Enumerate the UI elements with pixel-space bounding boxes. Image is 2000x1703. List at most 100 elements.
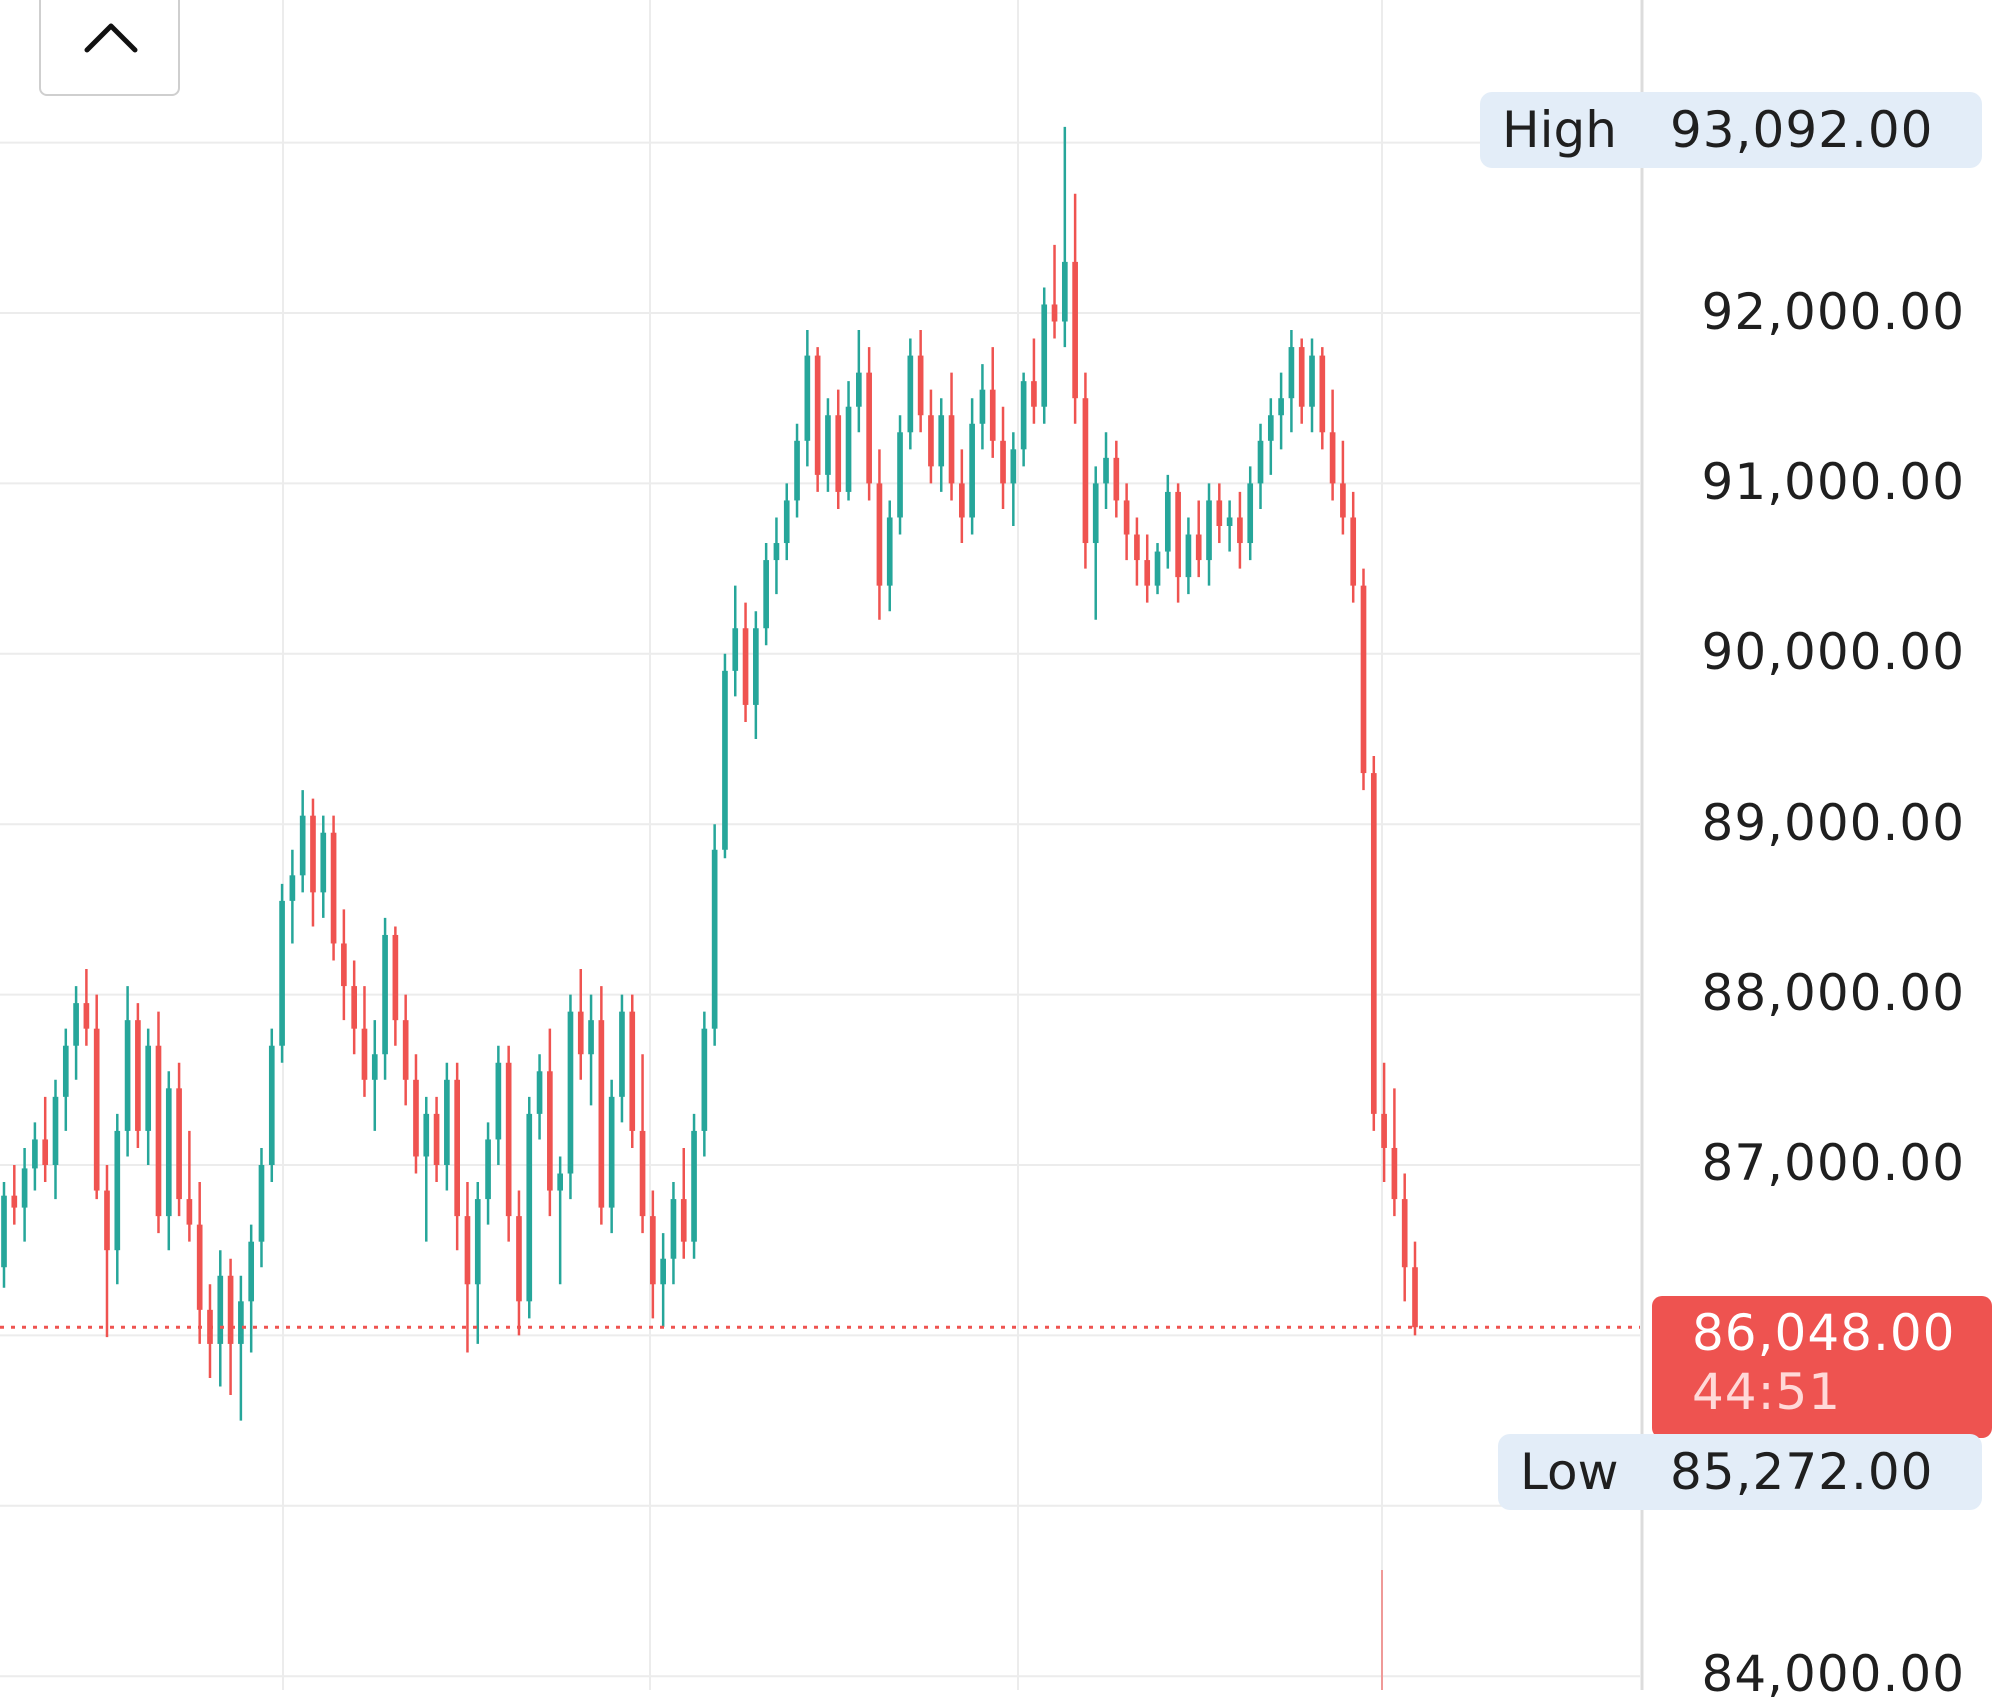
- candle-body: [1020, 381, 1027, 450]
- candle-body: [1370, 773, 1377, 1114]
- collapse-panel-button[interactable]: [39, 0, 180, 96]
- candle-body: [1309, 355, 1315, 407]
- candle-body: [1206, 500, 1212, 561]
- current-price-badge: 86,048.00 44:51: [1652, 1296, 1992, 1438]
- candle-body: [145, 1045, 152, 1131]
- candle-body: [866, 372, 872, 484]
- candle-body: [711, 849, 718, 1029]
- candle-body: [979, 389, 986, 424]
- candle-body: [619, 1011, 625, 1097]
- vertical-gridlines: [282, 0, 1383, 1690]
- candle-body: [1360, 585, 1367, 774]
- candle-body: [773, 543, 780, 561]
- candle-body: [1123, 500, 1130, 535]
- candle-body: [701, 1028, 708, 1131]
- candle-body: [32, 1139, 38, 1169]
- candle-body: [248, 1241, 255, 1302]
- candle-body: [1103, 457, 1109, 484]
- candle-body: [1319, 355, 1326, 433]
- candle-body: [42, 1139, 49, 1165]
- candle-body: [938, 415, 945, 467]
- candle-body: [1164, 491, 1171, 552]
- candle-body: [238, 1301, 244, 1344]
- candle-countdown: 44:51: [1692, 1363, 1842, 1421]
- candle-body: [1031, 381, 1037, 407]
- candle-body: [1113, 457, 1120, 501]
- candle-body: [135, 1020, 141, 1131]
- candle-body: [73, 1003, 79, 1046]
- candle-body: [660, 1258, 666, 1285]
- candles-group: [1, 126, 1418, 1421]
- candle-body: [948, 415, 955, 484]
- candle-body: [1391, 1147, 1398, 1200]
- candle-body: [104, 1190, 110, 1251]
- high-label: High: [1502, 101, 1617, 159]
- candle-body: [1412, 1267, 1418, 1328]
- candle-body: [557, 1173, 563, 1191]
- y-tick-label: 91,000.00: [1701, 453, 1965, 511]
- candle-body: [1350, 517, 1357, 586]
- candle-body: [444, 1079, 450, 1165]
- candle-body: [639, 1130, 646, 1217]
- candle-body: [11, 1195, 18, 1208]
- candle-body: [753, 628, 759, 705]
- candle-body: [423, 1113, 430, 1157]
- candle-body: [1329, 432, 1336, 484]
- low-marker: Low 85,272.00: [1498, 1434, 1982, 1510]
- candle-body: [485, 1139, 491, 1200]
- candle-body: [371, 1054, 378, 1080]
- candle-body: [1216, 500, 1223, 526]
- candle-body: [83, 1003, 90, 1029]
- candle-body: [845, 406, 852, 492]
- candle-body: [567, 1011, 574, 1174]
- candle-body: [1185, 534, 1192, 578]
- candle-body: [1154, 551, 1161, 586]
- high-value: 93,092.00: [1670, 101, 1934, 159]
- candle-body: [1072, 261, 1078, 399]
- y-tick-label: 92,000.00: [1701, 283, 1965, 341]
- candle-body: [196, 1224, 203, 1310]
- candle-body: [351, 986, 358, 1029]
- candle-body: [62, 1045, 69, 1097]
- candle-body: [1247, 483, 1254, 544]
- candle-body: [989, 389, 996, 441]
- candle-body: [1381, 1113, 1387, 1148]
- candle-body: [742, 628, 749, 705]
- candle-body: [1010, 449, 1017, 484]
- current-price-value: 86,048.00: [1692, 1304, 1956, 1362]
- candle-body: [526, 1113, 533, 1302]
- candle-body: [341, 943, 347, 987]
- y-tick-label: 90,000.00: [1701, 623, 1965, 681]
- chevron-up-icon: [84, 23, 138, 53]
- candle-body: [114, 1130, 121, 1251]
- candle-body: [516, 1216, 522, 1302]
- candle-body: [629, 1011, 636, 1131]
- candle-body: [1298, 347, 1305, 407]
- candle-body: [320, 832, 327, 893]
- candle-body: [495, 1062, 502, 1140]
- candle-body: [1267, 415, 1274, 441]
- candle-body: [1278, 398, 1284, 416]
- candle-body: [814, 355, 821, 475]
- candle-body: [299, 815, 306, 876]
- candle-body: [1000, 440, 1006, 484]
- candle-body: [310, 815, 316, 893]
- candle-body: [402, 1020, 409, 1080]
- candle-body: [958, 483, 965, 518]
- candle-body: [825, 415, 831, 475]
- candle-body: [155, 1045, 162, 1217]
- candle-body: [608, 1096, 615, 1208]
- candle-body: [1288, 347, 1295, 399]
- candle-body: [279, 900, 285, 1046]
- candle-body: [804, 355, 811, 441]
- candle-body: [464, 1216, 471, 1285]
- candle-body: [330, 832, 337, 944]
- candle-body: [505, 1062, 512, 1217]
- candle-body: [1051, 304, 1058, 322]
- candle-body: [907, 355, 914, 433]
- candle-body: [382, 934, 388, 1055]
- candle-body: [217, 1275, 224, 1344]
- candle-body: [186, 1199, 193, 1225]
- candle-body: [1257, 440, 1264, 484]
